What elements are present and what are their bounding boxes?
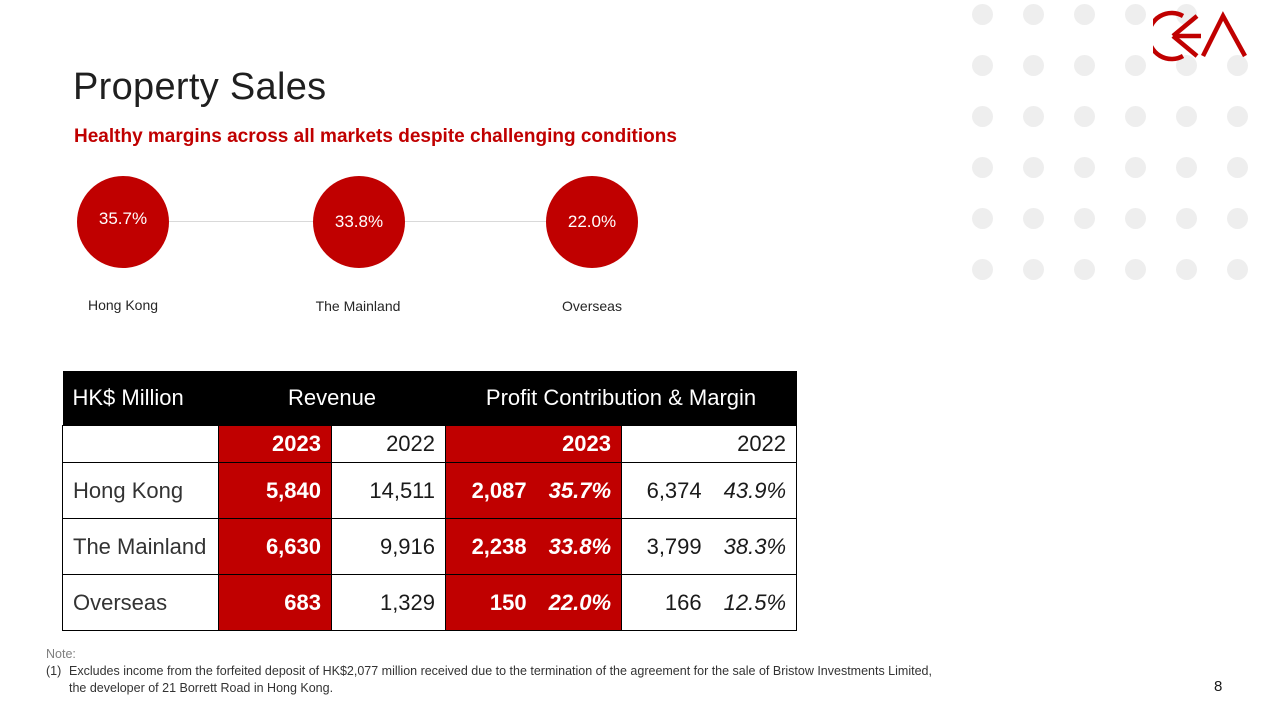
profit-2022-cell: 166 12.5% (621, 574, 798, 631)
margin-2022: 43.9% (723, 477, 787, 503)
decorative-dot-grid (972, 4, 1262, 284)
decorative-dot (1227, 157, 1248, 178)
decorative-dot (1125, 4, 1146, 25)
decorative-dot (1125, 106, 1146, 127)
profit-header: Profit Contribution & Margin (445, 371, 797, 426)
decorative-dot (1227, 259, 1248, 280)
table-row-overseas: Overseas 683 1,329 150 22.0% 166 12.5% (62, 574, 798, 631)
decorative-dot (1074, 208, 1095, 229)
page-subtitle: Healthy margins across all markets despi… (74, 126, 677, 147)
decorative-dot (1023, 259, 1044, 280)
revenue-2022: 14,511 (330, 462, 447, 519)
year-revenue-2022: 2022 (330, 425, 447, 463)
table-header-row: HK$ Million Revenue Profit Contribution … (62, 371, 797, 426)
revenue-2022: 1,329 (330, 574, 447, 631)
note-number: (1) (46, 664, 62, 678)
decorative-dot (1074, 55, 1095, 76)
unit-header: HK$ Million (62, 371, 219, 426)
margin-circle-hong-kong: 35.7% (77, 176, 169, 268)
note-item: (1) Excludes income from the forfeited d… (46, 663, 946, 697)
table-row-hong-kong: Hong Kong 5,840 14,511 2,087 35.7% 6,374 4… (62, 462, 798, 519)
margin-circle-overseas: 22.0% (546, 176, 638, 268)
ck-asset-logo (1153, 10, 1247, 62)
margin-value: 22.0% (567, 212, 617, 231)
revenue-header: Revenue (218, 371, 446, 426)
decorative-dot (972, 208, 993, 229)
decorative-dot (1023, 157, 1044, 178)
margin-2023: 35.7% (548, 477, 612, 503)
decorative-dot (1074, 157, 1095, 178)
decorative-dot (1176, 106, 1197, 127)
row-name: The Mainland (62, 518, 219, 575)
margin-2022: 12.5% (723, 589, 787, 615)
decorative-dot (1074, 106, 1095, 127)
margin-2022: 38.3% (723, 533, 787, 559)
decorative-dot (1023, 4, 1044, 25)
decorative-dot (972, 259, 993, 280)
note-label: Note: (46, 647, 76, 661)
decorative-dot (972, 55, 993, 76)
row-name: Hong Kong (62, 462, 219, 519)
year-row: 2023 2022 2023 2022 (62, 425, 798, 463)
decorative-dot (1176, 157, 1197, 178)
decorative-dot (1023, 106, 1044, 127)
profit-2023-cell: 150 22.0% (445, 574, 623, 631)
margin-circle-mainland: 33.8% (313, 176, 405, 268)
note-text: Excludes income from the forfeited depos… (69, 664, 932, 695)
decorative-dot (1023, 55, 1044, 76)
margin-2023: 33.8% (548, 533, 612, 559)
decorative-dot (972, 157, 993, 178)
table-row-mainland: The Mainland 6,630 9,916 2,238 33.8% 3,79… (62, 518, 798, 575)
decorative-dot (1125, 55, 1146, 76)
profit-2022: 166 (664, 589, 702, 615)
profit-2023-cell: 2,238 33.8% (445, 518, 623, 575)
revenue-2022: 9,916 (330, 518, 447, 575)
decorative-dot (1176, 208, 1197, 229)
year-profit-2022: 2022 (621, 425, 798, 463)
decorative-dot (972, 4, 993, 25)
page-title: Property Sales (73, 66, 327, 108)
margin-2023: 22.0% (548, 589, 612, 615)
decorative-dot (1023, 208, 1044, 229)
margin-value: 35.7% (98, 209, 148, 228)
revenue-2023: 6,630 (218, 518, 332, 575)
profit-2022: 6,374 (646, 477, 702, 503)
decorative-dot (1227, 106, 1248, 127)
decorative-dot (1176, 259, 1197, 280)
decorative-dot (1227, 55, 1248, 76)
year-profit-2023: 2023 (445, 425, 623, 463)
margin-label-overseas: Overseas (562, 298, 622, 314)
profit-2023: 2,087 (471, 477, 527, 503)
profit-2022-cell: 6,374 43.9% (621, 462, 798, 519)
year-blank-cell (62, 425, 219, 463)
margin-label-mainland: The Mainland (315, 298, 401, 314)
profit-2023: 2,238 (471, 533, 527, 559)
year-revenue-2023: 2023 (218, 425, 332, 463)
decorative-dot (1227, 208, 1248, 229)
decorative-dot (972, 106, 993, 127)
decorative-dot (1125, 208, 1146, 229)
decorative-dot (1074, 4, 1095, 25)
decorative-dot (1125, 157, 1146, 178)
revenue-2023: 683 (218, 574, 332, 631)
decorative-dot (1074, 259, 1095, 280)
footnote: Note: (1) Excludes income from the forfe… (46, 646, 946, 697)
decorative-dot (1176, 55, 1197, 76)
property-sales-table: HK$ Million Revenue Profit Contribution … (62, 371, 798, 631)
margin-label-hong-kong: Hong Kong (87, 297, 159, 313)
profit-2023: 150 (489, 589, 527, 615)
decorative-dot (1125, 259, 1146, 280)
profit-2022: 3,799 (646, 533, 702, 559)
profit-2023-cell: 2,087 35.7% (445, 462, 623, 519)
margin-value: 33.8% (334, 212, 384, 231)
row-name: Overseas (62, 574, 219, 631)
page-number: 8 (1214, 678, 1223, 695)
revenue-2023: 5,840 (218, 462, 332, 519)
profit-2022-cell: 3,799 38.3% (621, 518, 798, 575)
